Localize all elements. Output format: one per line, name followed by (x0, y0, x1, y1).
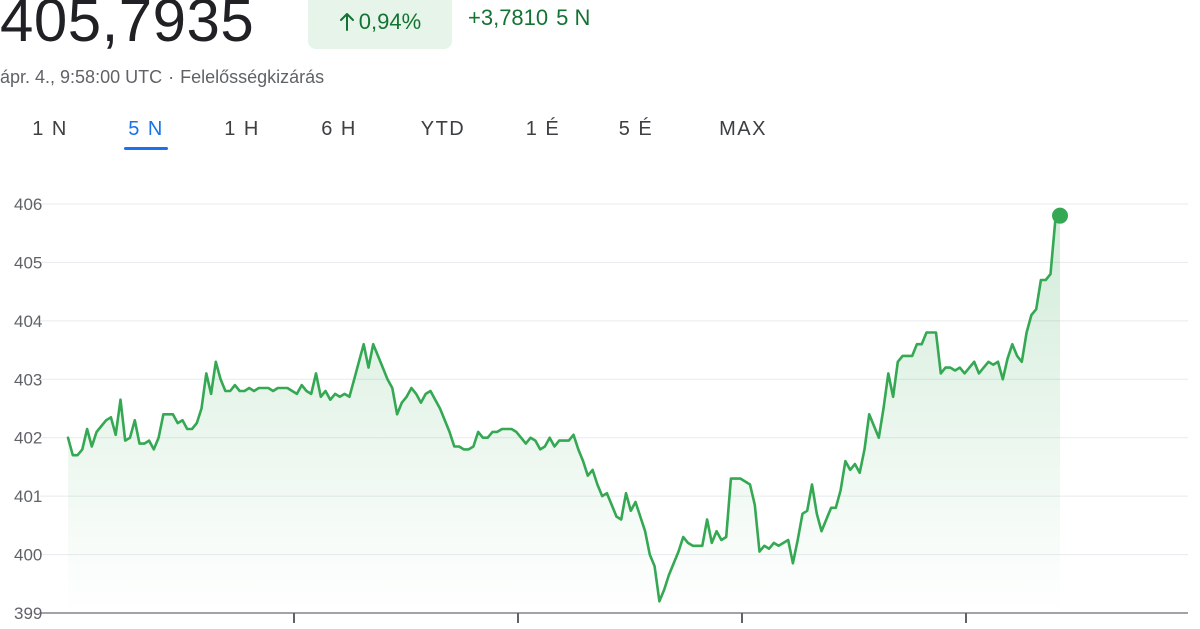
current-value-dot[interactable] (1052, 207, 1068, 224)
x-axis-ticks (293, 613, 967, 623)
change-amount: +3,7810 5 N (468, 5, 590, 31)
y-tick-label: 400 (14, 546, 42, 565)
current-price: 405,7935 (0, 0, 255, 54)
y-tick-label: 406 (14, 195, 42, 214)
change-period: 5 N (556, 5, 591, 30)
price-chart: 399 400 401 402 403 404 405 406 (14, 195, 1188, 623)
change-value: +3,7810 (468, 5, 549, 30)
y-tick-label: 401 (14, 487, 42, 506)
disclaimer-link[interactable]: Felelősségkizárás (180, 67, 325, 87)
change-percent: 0,94% (358, 8, 422, 34)
tab-1e[interactable]: 1 É (525, 118, 561, 140)
price-line (66, 214, 1062, 603)
timestamp-line: ápr. 4., 9:58:00 UTC · Felelősségkizárás (0, 67, 324, 88)
range-tabs: 1 N 5 N 1 H 6 H YTD 1 É 5 É MAX (0, 112, 820, 156)
y-tick-label: 402 (14, 429, 42, 448)
y-tick-label: 403 (14, 370, 42, 389)
tab-max[interactable]: MAX (719, 118, 767, 140)
separator: · (168, 67, 175, 87)
tab-ytd[interactable]: YTD (420, 118, 466, 140)
tab-5e[interactable]: 5 É (618, 118, 654, 140)
y-tick-label: 405 (14, 253, 42, 272)
y-tick-label: 399 (14, 604, 42, 623)
price-area-fill (68, 215, 1060, 613)
tab-1n[interactable]: 1 N (32, 118, 68, 140)
timestamp: ápr. 4., 9:58:00 UTC (0, 67, 163, 87)
y-axis-labels: 399 400 401 402 403 404 405 406 (14, 195, 42, 623)
y-tick-label: 404 (14, 312, 42, 331)
tab-6h[interactable]: 6 H (321, 118, 357, 140)
change-percent-badge: 0,94% (308, 0, 452, 49)
tab-5n[interactable]: 5 N (124, 112, 168, 152)
arrow-up-icon (339, 12, 354, 31)
tab-1h[interactable]: 1 H (224, 118, 260, 140)
